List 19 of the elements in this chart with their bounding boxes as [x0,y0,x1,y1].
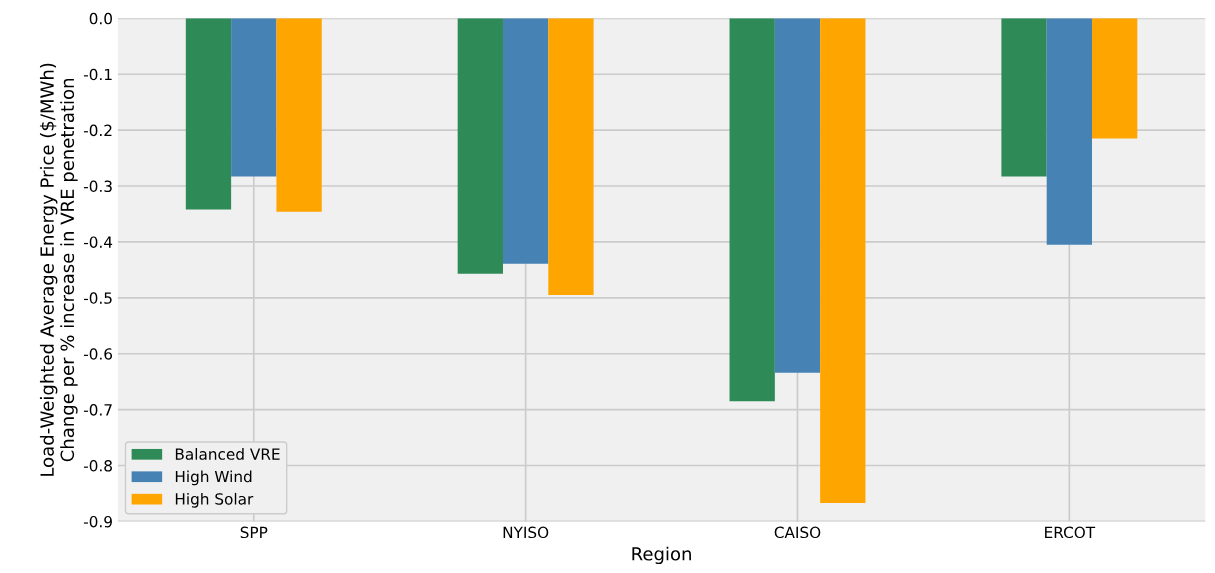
y-tick-label: -0.2 [83,124,112,137]
x-tick-label: NYISO [503,526,549,539]
y-tick-label: -0.3 [83,180,112,193]
y-tick-label: -0.6 [83,348,113,360]
y-tick-label: -0.9 [83,515,112,528]
x-tick-label: CAISO [774,526,821,539]
legend-label: Balanced VRE [175,448,280,460]
x-tick-label: ERCOT [1045,526,1096,539]
y-tick-label: -0.7 [83,404,112,416]
x-tick-label: SPP [240,526,268,539]
y-tick-label: 0.0 [89,12,112,25]
y-tick-label: -0.8 [83,460,112,472]
legend-label: High Wind [175,470,252,486]
y-axis-title: Load-Weighted Average Energy Price ($/MWh) Change per % increase in VRE penetration [39,63,78,476]
y-tick-label: -0.5 [83,292,112,304]
x-axis-title: Region [632,546,691,565]
y-tick-label: -0.4 [83,236,113,248]
y-tick-label: -0.1 [83,68,112,81]
legend-label: High Solar [175,492,254,508]
